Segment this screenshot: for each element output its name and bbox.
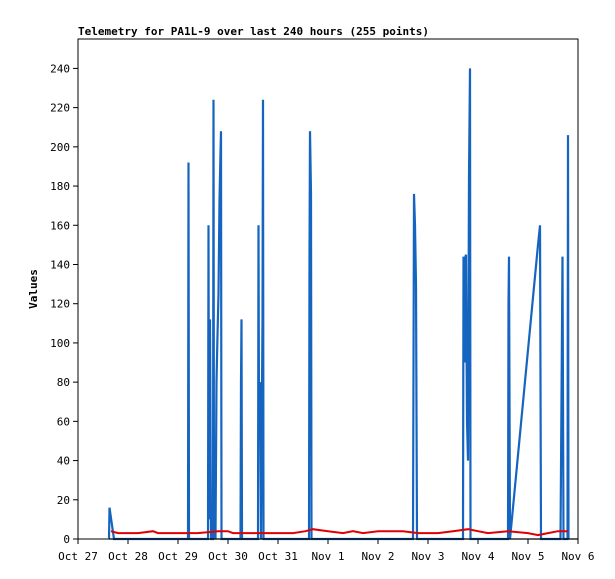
y-tick-label: 220	[50, 102, 70, 115]
series-line-2	[110, 528, 568, 537]
series-layer	[107, 68, 578, 541]
x-tick-label: Nov 5	[511, 550, 544, 563]
x-axis-ticks: Oct 27 Oct 28 Oct 29 Oct 30 Oct 31 Nov 1 Nov 2…	[58, 539, 595, 563]
y-axis-ticks: 0 20 40 60 80 100 120 140 160 180 200 220 240	[50, 62, 78, 546]
x-tick-label: Nov 2	[361, 550, 394, 563]
y-tick-label: 240	[50, 62, 70, 75]
x-tick-label: Oct 27	[58, 550, 98, 563]
chart-title: Telemetry for PA1L-9 over last 240 hours…	[78, 25, 429, 38]
y-tick-label: 120	[50, 298, 70, 311]
x-tick-label: Nov 4	[461, 550, 494, 563]
y-tick-label: 140	[50, 258, 70, 271]
series-line-1	[107, 68, 570, 541]
plot-frame	[77, 38, 579, 540]
y-tick-label: 200	[50, 141, 70, 154]
y-tick-label: 0	[63, 533, 70, 546]
y-tick-label: 160	[50, 219, 70, 232]
x-tick-label: Nov 3	[411, 550, 444, 563]
y-tick-label: 60	[57, 415, 70, 428]
y-tick-label: 40	[57, 455, 70, 468]
x-tick-label: Oct 31	[258, 550, 298, 563]
y-tick-label: 180	[50, 180, 70, 193]
x-tick-label: Nov 6	[561, 550, 594, 563]
x-tick-label: Oct 29	[158, 550, 198, 563]
y-axis-label: Values	[27, 269, 40, 309]
x-tick-label: Oct 28	[108, 550, 148, 563]
y-tick-label: 20	[57, 494, 70, 507]
y-tick-label: 100	[50, 337, 70, 350]
x-tick-label: Nov 1	[311, 550, 344, 563]
x-tick-label: Oct 30	[208, 550, 248, 563]
y-tick-label: 80	[57, 376, 70, 389]
